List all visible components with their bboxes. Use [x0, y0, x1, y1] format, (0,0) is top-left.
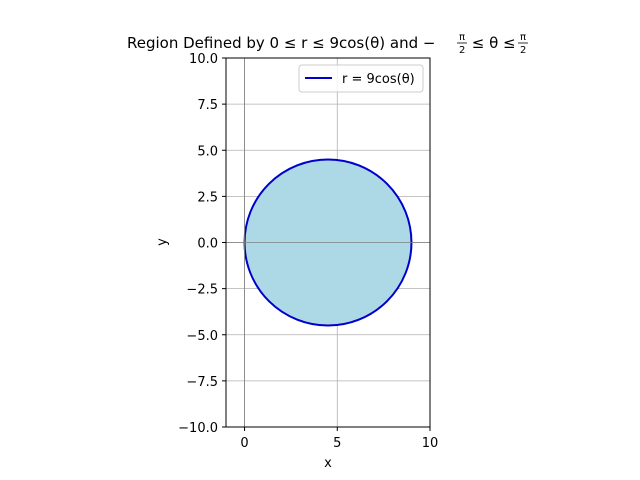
y-tick-label: 2.5 — [197, 190, 218, 205]
legend-box — [298, 64, 424, 93]
y-tick-label: 10.0 — [189, 52, 218, 67]
y-tick-label: 7.5 — [197, 98, 218, 113]
x-tick-label: 0 — [240, 436, 248, 451]
chart-title-lead: Region Defined by 0 ≤ r ≤ 9cos(θ) and − — [127, 34, 435, 52]
x-tick-label: 10 — [422, 436, 439, 451]
ticks: 0 5 10 −10.0 −7.5 −5.0 −2.5 0.0 2.5 5.0 7.5 10.0 — [178, 52, 438, 451]
legend: r = 9cos(θ) — [298, 64, 424, 93]
chart-title-middle: ≤ θ ≤ — [467, 34, 520, 52]
y-tick-label: 5.0 — [197, 144, 218, 159]
y-tick-label: 0.0 — [197, 237, 218, 252]
chart-title: Region Defined by 0 ≤ r ≤ 9cos(θ) and − … — [127, 32, 528, 56]
chart-title-frac2-num: π — [520, 32, 526, 43]
x-tick-label: 5 — [333, 436, 341, 451]
x-axis-label: x — [324, 456, 332, 471]
chart-title-frac2-den: 2 — [520, 45, 526, 56]
y-tick-label: −5.0 — [186, 329, 218, 344]
y-tick-label: −7.5 — [186, 375, 218, 390]
chart-title-frac1-num: π — [459, 32, 465, 43]
legend-label: r = 9cos(θ) — [342, 72, 415, 87]
y-tick-label: −2.5 — [186, 283, 218, 298]
y-axis-label: y — [155, 238, 170, 246]
y-tick-label: −10.0 — [178, 421, 218, 436]
chart-title-frac1-den: 2 — [459, 45, 465, 56]
